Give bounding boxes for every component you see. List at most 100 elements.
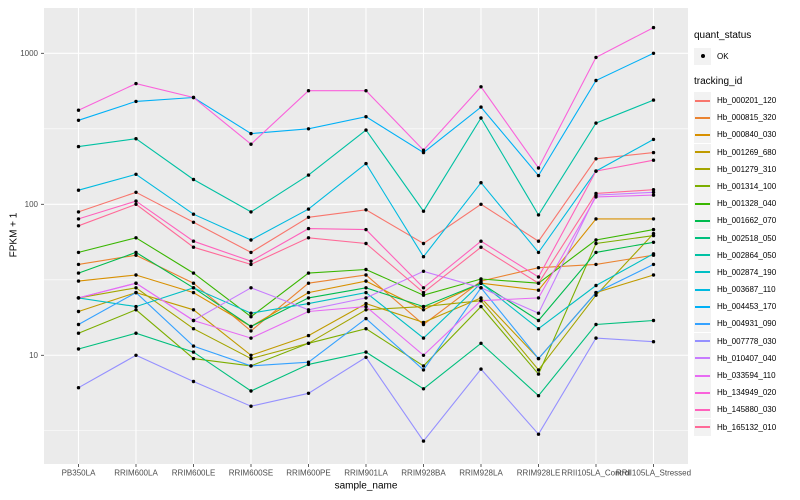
legend-item-Hb_000840_030: Hb_000840_030 — [694, 126, 798, 144]
legend-item-Hb_134949_020: Hb_134949_020 — [694, 384, 798, 402]
legend-label: Hb_000815_320 — [717, 113, 777, 123]
point — [536, 394, 541, 398]
legend-item-Hb_007778_030: Hb_007778_030 — [694, 332, 798, 350]
legend-label: Hb_165132_010 — [717, 422, 777, 432]
legend-item-Hb_001279_310: Hb_001279_310 — [694, 160, 798, 178]
legend-label: Hb_033594_110 — [717, 371, 776, 380]
legend-item-Hb_002518_050: Hb_002518_050 — [694, 229, 798, 247]
point — [364, 296, 368, 300]
legend-item-Hb_165132_010: Hb_165132_010 — [694, 418, 798, 436]
point — [536, 368, 541, 372]
point — [421, 353, 426, 357]
point — [306, 236, 311, 240]
point — [249, 336, 253, 340]
point — [249, 259, 253, 263]
point — [364, 355, 368, 359]
point — [421, 364, 426, 368]
point — [651, 98, 656, 102]
point — [651, 262, 656, 267]
point — [364, 267, 368, 272]
legend-key-line — [695, 185, 710, 188]
point — [421, 290, 426, 295]
legend-label: Hb_007778_030 — [717, 336, 777, 346]
legend-label: Hb_010407_040 — [717, 353, 777, 363]
point — [191, 281, 196, 285]
legend-key-line — [695, 408, 710, 411]
point — [594, 238, 598, 242]
legend-label: Hb_004931_090 — [717, 319, 777, 329]
point — [479, 105, 483, 109]
legend-label: Hb_001269_680 — [717, 147, 777, 157]
legend-key-line — [695, 426, 710, 429]
point — [191, 286, 196, 290]
x-tick-label: RRII105LA_Control — [561, 469, 631, 478]
point — [306, 226, 311, 231]
point — [594, 293, 598, 297]
point — [249, 262, 253, 267]
point — [249, 210, 253, 214]
point — [249, 286, 253, 290]
legend-key-swatch — [694, 160, 711, 178]
legend-item-Hb_001314_100: Hb_001314_100 — [694, 177, 798, 195]
point — [479, 239, 483, 243]
point — [76, 217, 81, 221]
point — [479, 299, 483, 303]
x-tick-label: RRIM901LA — [344, 469, 388, 478]
point — [306, 207, 311, 211]
legend-key-swatch — [694, 126, 711, 144]
legend-key-line — [695, 202, 710, 205]
legend-key-ok — [694, 47, 711, 65]
point — [594, 191, 598, 196]
point — [134, 281, 138, 285]
point — [191, 245, 196, 249]
legend-item-Hb_000815_320: Hb_000815_320 — [694, 109, 798, 127]
point — [594, 55, 598, 60]
legend-key-swatch — [694, 109, 711, 127]
point — [191, 308, 196, 312]
point — [594, 169, 598, 173]
point — [421, 150, 426, 155]
point — [479, 85, 483, 89]
point — [191, 212, 196, 216]
legend-item-Hb_001328_040: Hb_001328_040 — [694, 195, 798, 213]
point — [249, 131, 253, 136]
point — [421, 387, 426, 391]
legend-key-swatch — [694, 384, 711, 402]
point — [76, 224, 81, 228]
y-tick-label: 100 — [25, 200, 39, 209]
point — [134, 172, 138, 176]
legend-key-line — [695, 391, 710, 394]
point — [421, 148, 426, 152]
point — [306, 391, 311, 395]
point — [76, 271, 81, 275]
point — [134, 253, 138, 257]
legend-label: Hb_000840_030 — [717, 130, 777, 140]
point — [479, 202, 483, 206]
x-tick-label: RRIM600PE — [286, 469, 330, 478]
point — [364, 89, 368, 93]
legend-tracking-items: Hb_000201_120 Hb_000815_320 Hb_000840_030 H… — [694, 92, 798, 436]
x-tick-label: RRIM928LA — [459, 469, 503, 478]
point — [134, 286, 138, 290]
point — [134, 202, 138, 206]
legend-title-tracking-id: tracking_id — [694, 76, 743, 87]
point — [134, 236, 138, 240]
legend-key-line — [695, 168, 710, 171]
point — [421, 293, 426, 297]
point — [651, 51, 656, 55]
point — [191, 271, 196, 275]
point — [536, 296, 541, 300]
point — [191, 344, 196, 348]
point — [651, 227, 656, 232]
x-tick-label: RRIM600LE — [172, 469, 216, 478]
point — [651, 25, 656, 30]
point — [134, 304, 138, 309]
legend-label: Hb_134949_020 — [717, 388, 777, 398]
point — [76, 188, 81, 192]
point — [594, 241, 598, 246]
y-tick-label: 1000 — [20, 49, 38, 58]
point — [651, 233, 656, 238]
x-axis-title: sample_name — [334, 480, 398, 492]
x-tick-label: RRIM928LE — [517, 469, 561, 478]
